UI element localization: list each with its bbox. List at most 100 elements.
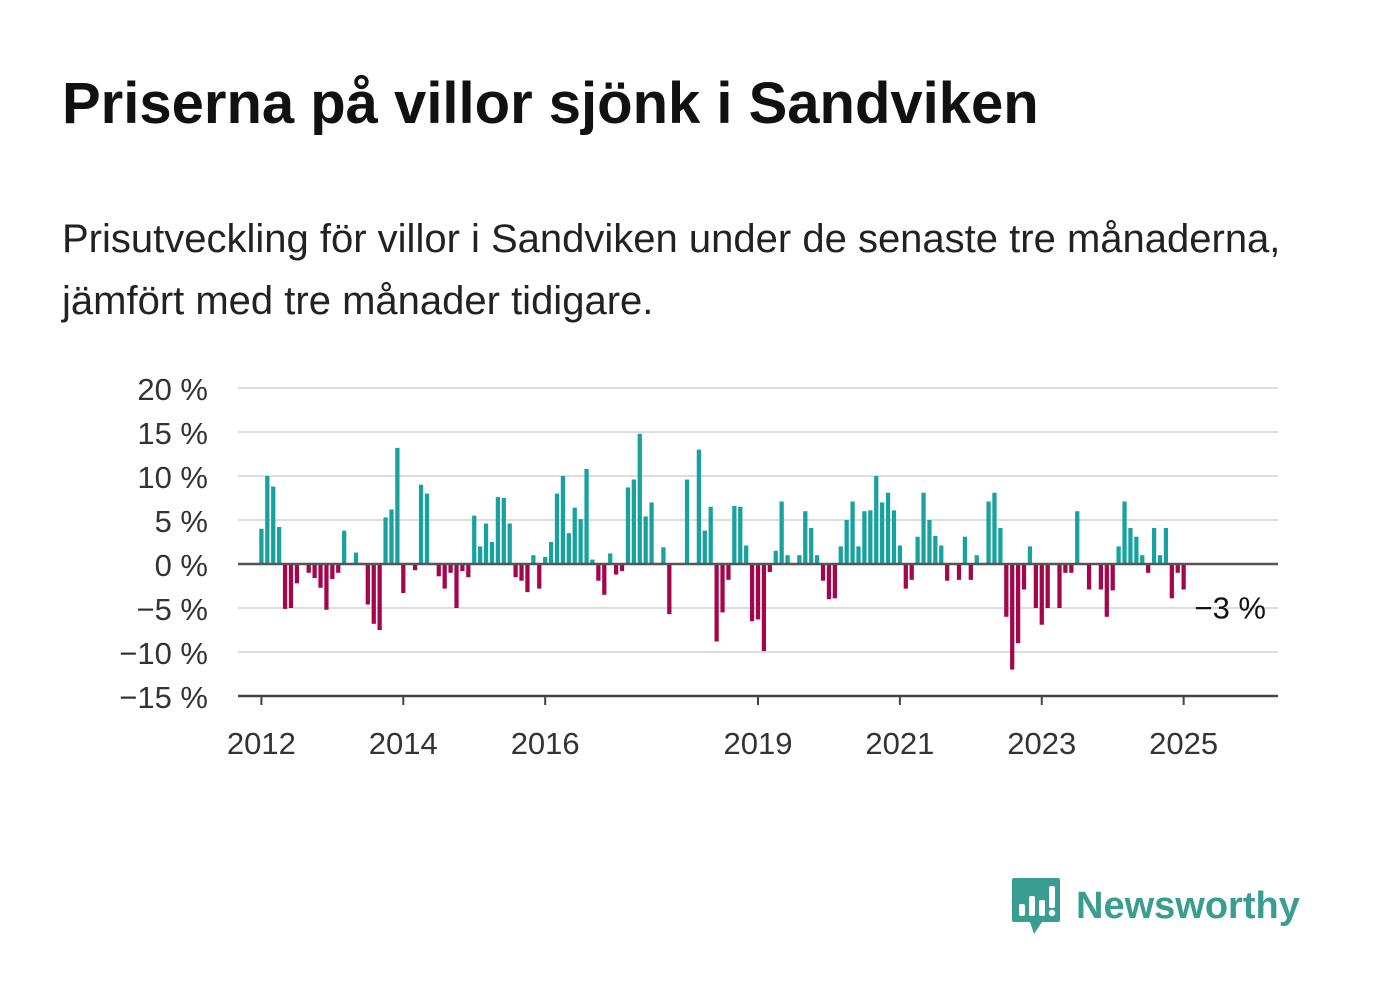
bar-negative (1057, 564, 1062, 608)
bar-positive (1151, 527, 1157, 564)
bar-negative (537, 564, 542, 589)
bar-positive (383, 517, 388, 564)
bar-negative (460, 564, 465, 572)
bar-positive (418, 484, 424, 564)
bar-negative (1169, 564, 1174, 599)
bar-positive (483, 523, 489, 564)
bar-negative (306, 564, 311, 573)
bar-positive (773, 550, 778, 564)
bar-positive (572, 507, 577, 564)
bar-negative (294, 564, 300, 584)
bar-positive (1027, 546, 1033, 564)
tick-labels: 20 % 15 % 10 % 5 % 0 % −5 % −10 % −15 % 2012 2014… (119, 372, 1266, 761)
bar-negative (377, 564, 382, 630)
x-tick-label: 2023 (1007, 726, 1076, 761)
bar-positive (560, 476, 566, 564)
bar-positive (495, 497, 501, 564)
bar-negative (755, 564, 761, 620)
bar-positive (803, 511, 808, 564)
bar-positive (897, 545, 903, 564)
bar-positive (489, 542, 495, 564)
bar-positive (554, 493, 560, 564)
bar-positive (353, 552, 359, 564)
bar-positive (915, 536, 920, 564)
bar-negative (525, 564, 530, 593)
bar-positive (809, 527, 814, 564)
bar-negative (749, 564, 755, 622)
bar-positive (566, 533, 571, 564)
bar-negative (436, 564, 441, 577)
bar-positive (814, 555, 820, 564)
bar-positive (265, 476, 270, 564)
bar-negative (903, 564, 908, 589)
y-tick-label: 5 % (155, 504, 208, 539)
latest-value-label: −3 % (1194, 591, 1266, 626)
bar-negative (1033, 564, 1038, 608)
bar-negative (667, 564, 672, 615)
bar-negative (832, 564, 837, 599)
brand-logo: Newsworthy (1010, 876, 1300, 936)
bar-positive (1163, 527, 1169, 564)
bar-negative (767, 564, 772, 572)
bar-positive (1075, 511, 1080, 564)
bar-negative (1063, 564, 1068, 573)
chart-title: Priserna på villor sjönk i Sandviken (62, 71, 1039, 136)
bar-negative (371, 564, 376, 624)
y-tick-label: −10 % (119, 636, 208, 671)
bar-positive (844, 520, 849, 564)
bar-positive (1128, 527, 1133, 564)
bar-positive (1157, 555, 1163, 564)
bar-negative (513, 564, 518, 578)
bar-positive (1122, 501, 1127, 564)
bar-negative (324, 564, 329, 610)
bar-positive (891, 510, 897, 564)
bar-negative (1010, 564, 1015, 670)
bar-positive (986, 501, 991, 564)
bar-positive (779, 501, 784, 564)
bar-positive (885, 492, 891, 564)
chart-subtitle: Prisutveckling för villor i Sandviken un… (62, 217, 1281, 323)
bar-positive (501, 498, 506, 564)
bar-negative (968, 564, 973, 580)
bar-negative (365, 564, 370, 605)
bar-positive (277, 527, 282, 564)
bar-negative (596, 564, 601, 581)
bar-positive (868, 510, 873, 564)
y-tick-label: 20 % (137, 372, 208, 407)
bar-negative (909, 564, 914, 580)
bar-positive (992, 492, 997, 564)
bar-negative (613, 564, 619, 575)
bar-positive (702, 530, 707, 564)
bar-negative (336, 564, 341, 573)
bar-negative (956, 564, 962, 580)
bar-positive (797, 555, 802, 564)
bar-negative (330, 564, 335, 579)
x-tick-label: 2025 (1149, 726, 1218, 761)
bar-positive (548, 542, 554, 564)
bar-positive (637, 433, 642, 564)
bar-positive (838, 546, 843, 564)
bar-negative (945, 564, 950, 581)
bar-positive (850, 501, 855, 564)
bar-negative (1021, 564, 1027, 590)
y-tick-label: −5 % (136, 592, 208, 627)
bar-positive (1134, 536, 1139, 564)
bar-negative (466, 564, 471, 578)
bar-negative (1146, 564, 1151, 573)
bar-positive (342, 530, 347, 564)
bar-negative (442, 564, 447, 589)
bar-negative (1086, 564, 1092, 590)
bar-positive (259, 528, 264, 564)
bar-negative (412, 564, 418, 571)
axes (238, 562, 1278, 705)
bar-positive (696, 449, 702, 564)
bar-positive (271, 486, 276, 564)
y-tick-label: 10 % (137, 460, 208, 495)
bar-positive (998, 527, 1003, 564)
bar-negative (726, 564, 731, 580)
y-tick-label: −15 % (119, 680, 208, 715)
bar-positive (1116, 546, 1121, 564)
bar-positive (927, 520, 932, 564)
bar-negative (1175, 564, 1180, 573)
bar-positive (424, 493, 430, 564)
